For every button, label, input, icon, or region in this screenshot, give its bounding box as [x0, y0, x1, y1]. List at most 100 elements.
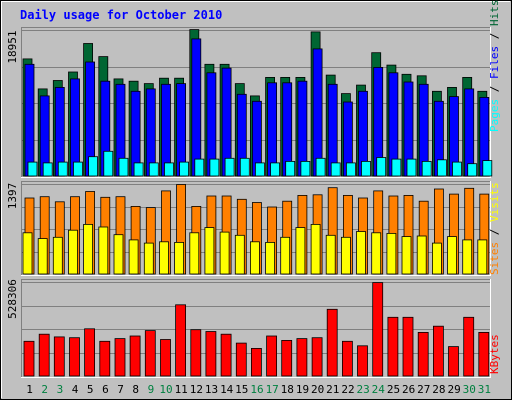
bar-visits-day-16	[249, 241, 260, 275]
day-label-22: 22	[341, 383, 354, 396]
bar-pages-day-29	[452, 161, 462, 177]
bar-kbytes-day-21	[326, 308, 338, 377]
bar-files-day-4	[70, 78, 80, 177]
day-label-2: 2	[41, 383, 48, 396]
day-label-30: 30	[463, 383, 476, 396]
bar-kbytes-day-12	[190, 329, 202, 377]
day-label-8: 8	[132, 383, 139, 396]
bar-files-day-17	[267, 82, 278, 177]
bar-kbytes-day-27	[417, 331, 429, 377]
bar-kbytes-day-26	[402, 316, 414, 377]
bar-visits-day-11	[174, 241, 185, 275]
bar-kbytes-day-17	[266, 335, 278, 377]
bar-visits-day-15	[234, 234, 245, 275]
day-label-29: 29	[447, 383, 460, 396]
bar-visits-day-18	[280, 236, 291, 275]
bar-visits-day-24	[371, 232, 382, 275]
chart-panels: 18951 Pages / Files / Hits 1397 Sites / Vis…	[6, 0, 501, 378]
day-label-17: 17	[266, 383, 279, 396]
series-legend-part: KBytes	[488, 334, 501, 374]
bar-pages-day-26	[406, 158, 417, 177]
bar-pages-day-17	[270, 162, 281, 177]
bar-files-day-21	[327, 83, 338, 177]
bar-kbytes-day-13	[205, 331, 217, 377]
series-legend-part: Hits	[488, 0, 501, 26]
bar-files-day-20	[312, 48, 323, 177]
series-legend-part: Files	[488, 46, 501, 79]
day-label-18: 18	[281, 383, 294, 396]
bar-kbytes-day-22	[341, 340, 353, 377]
day-label-15: 15	[235, 383, 248, 396]
bar-visits-day-30	[462, 239, 473, 275]
bar-visits-day-5	[83, 223, 93, 275]
bar-visits-day-10	[159, 241, 169, 275]
bar-kbytes-day-30	[463, 316, 475, 377]
bar-pages-day-22	[345, 162, 356, 177]
bar-pages-day-27	[421, 160, 432, 177]
series-legend: Pages / Files / Hits	[488, 0, 501, 132]
bar-kbytes-day-11	[175, 304, 187, 377]
bar-files-day-10	[161, 83, 171, 177]
bar-pages-day-30	[467, 163, 478, 177]
bar-pages-day-4	[73, 161, 83, 177]
bar-kbytes-day-31	[478, 331, 490, 377]
panel-visits-sites: 1397 Sites / Visits	[6, 181, 501, 276]
bar-visits-day-29	[447, 236, 457, 275]
series-legend: Sites / Visits	[488, 182, 501, 275]
bar-visits-day-20	[310, 223, 321, 275]
bar-visits-day-6	[98, 226, 109, 275]
bar-pages-day-23	[361, 160, 371, 177]
bar-kbytes-day-16	[250, 347, 262, 377]
bar-pages-day-19	[300, 160, 311, 177]
day-label-21: 21	[326, 383, 339, 396]
bar-kbytes-day-25	[387, 316, 399, 377]
bar-visits-day-1	[22, 232, 33, 275]
bar-pages-day-28	[436, 159, 447, 177]
series-legend-part: Visits	[488, 182, 501, 222]
day-label-23: 23	[356, 383, 369, 396]
day-label-3: 3	[57, 383, 64, 396]
bar-kbytes-day-5	[84, 328, 95, 377]
bar-kbytes-day-4	[69, 337, 80, 377]
bar-kbytes-day-1	[23, 340, 35, 377]
bar-kbytes-day-29	[448, 346, 459, 377]
day-label-16: 16	[250, 383, 263, 396]
bar-kbytes-day-15	[235, 342, 247, 377]
bar-kbytes-day-9	[144, 330, 156, 377]
bar-visits-day-21	[325, 234, 336, 275]
bar-visits-day-22	[340, 236, 351, 275]
bar-visits-day-14	[219, 231, 230, 275]
bar-kbytes-day-6	[99, 340, 111, 377]
bar-pages-day-15	[239, 157, 250, 177]
day-label-28: 28	[432, 383, 445, 396]
bar-visits-day-25	[386, 232, 397, 275]
bar-kbytes-day-18	[281, 339, 293, 377]
day-label-24: 24	[372, 383, 386, 396]
bar-pages-day-20	[315, 157, 326, 177]
bar-kbytes-day-28	[432, 325, 444, 377]
bar-pages-day-11	[179, 161, 190, 177]
bar-kbytes-day-2	[38, 333, 50, 377]
series-legend-part: /	[488, 222, 501, 242]
bar-pages-day-5	[88, 156, 98, 177]
bar-visits-day-19	[295, 227, 306, 275]
day-label-10: 10	[159, 383, 172, 396]
bar-files-day-30	[464, 88, 475, 177]
day-label-5: 5	[87, 383, 94, 396]
bar-pages-day-1	[27, 161, 38, 177]
bar-kbytes-day-8	[129, 335, 141, 377]
bar-kbytes-day-20	[311, 337, 323, 377]
bar-visits-day-7	[113, 234, 124, 275]
y-max-label: 18951	[6, 30, 19, 63]
bar-pages-day-7	[118, 157, 129, 177]
day-label-20: 20	[311, 383, 324, 396]
bar-visits-day-4	[68, 229, 78, 275]
bar-visits-day-3	[52, 236, 63, 275]
bar-visits-day-31	[477, 239, 488, 275]
bar-kbytes-day-10	[160, 339, 171, 377]
bar-pages-day-13	[209, 158, 220, 177]
bar-files-day-12	[191, 38, 202, 177]
day-label-26: 26	[402, 383, 415, 396]
day-label-11: 11	[175, 383, 188, 396]
